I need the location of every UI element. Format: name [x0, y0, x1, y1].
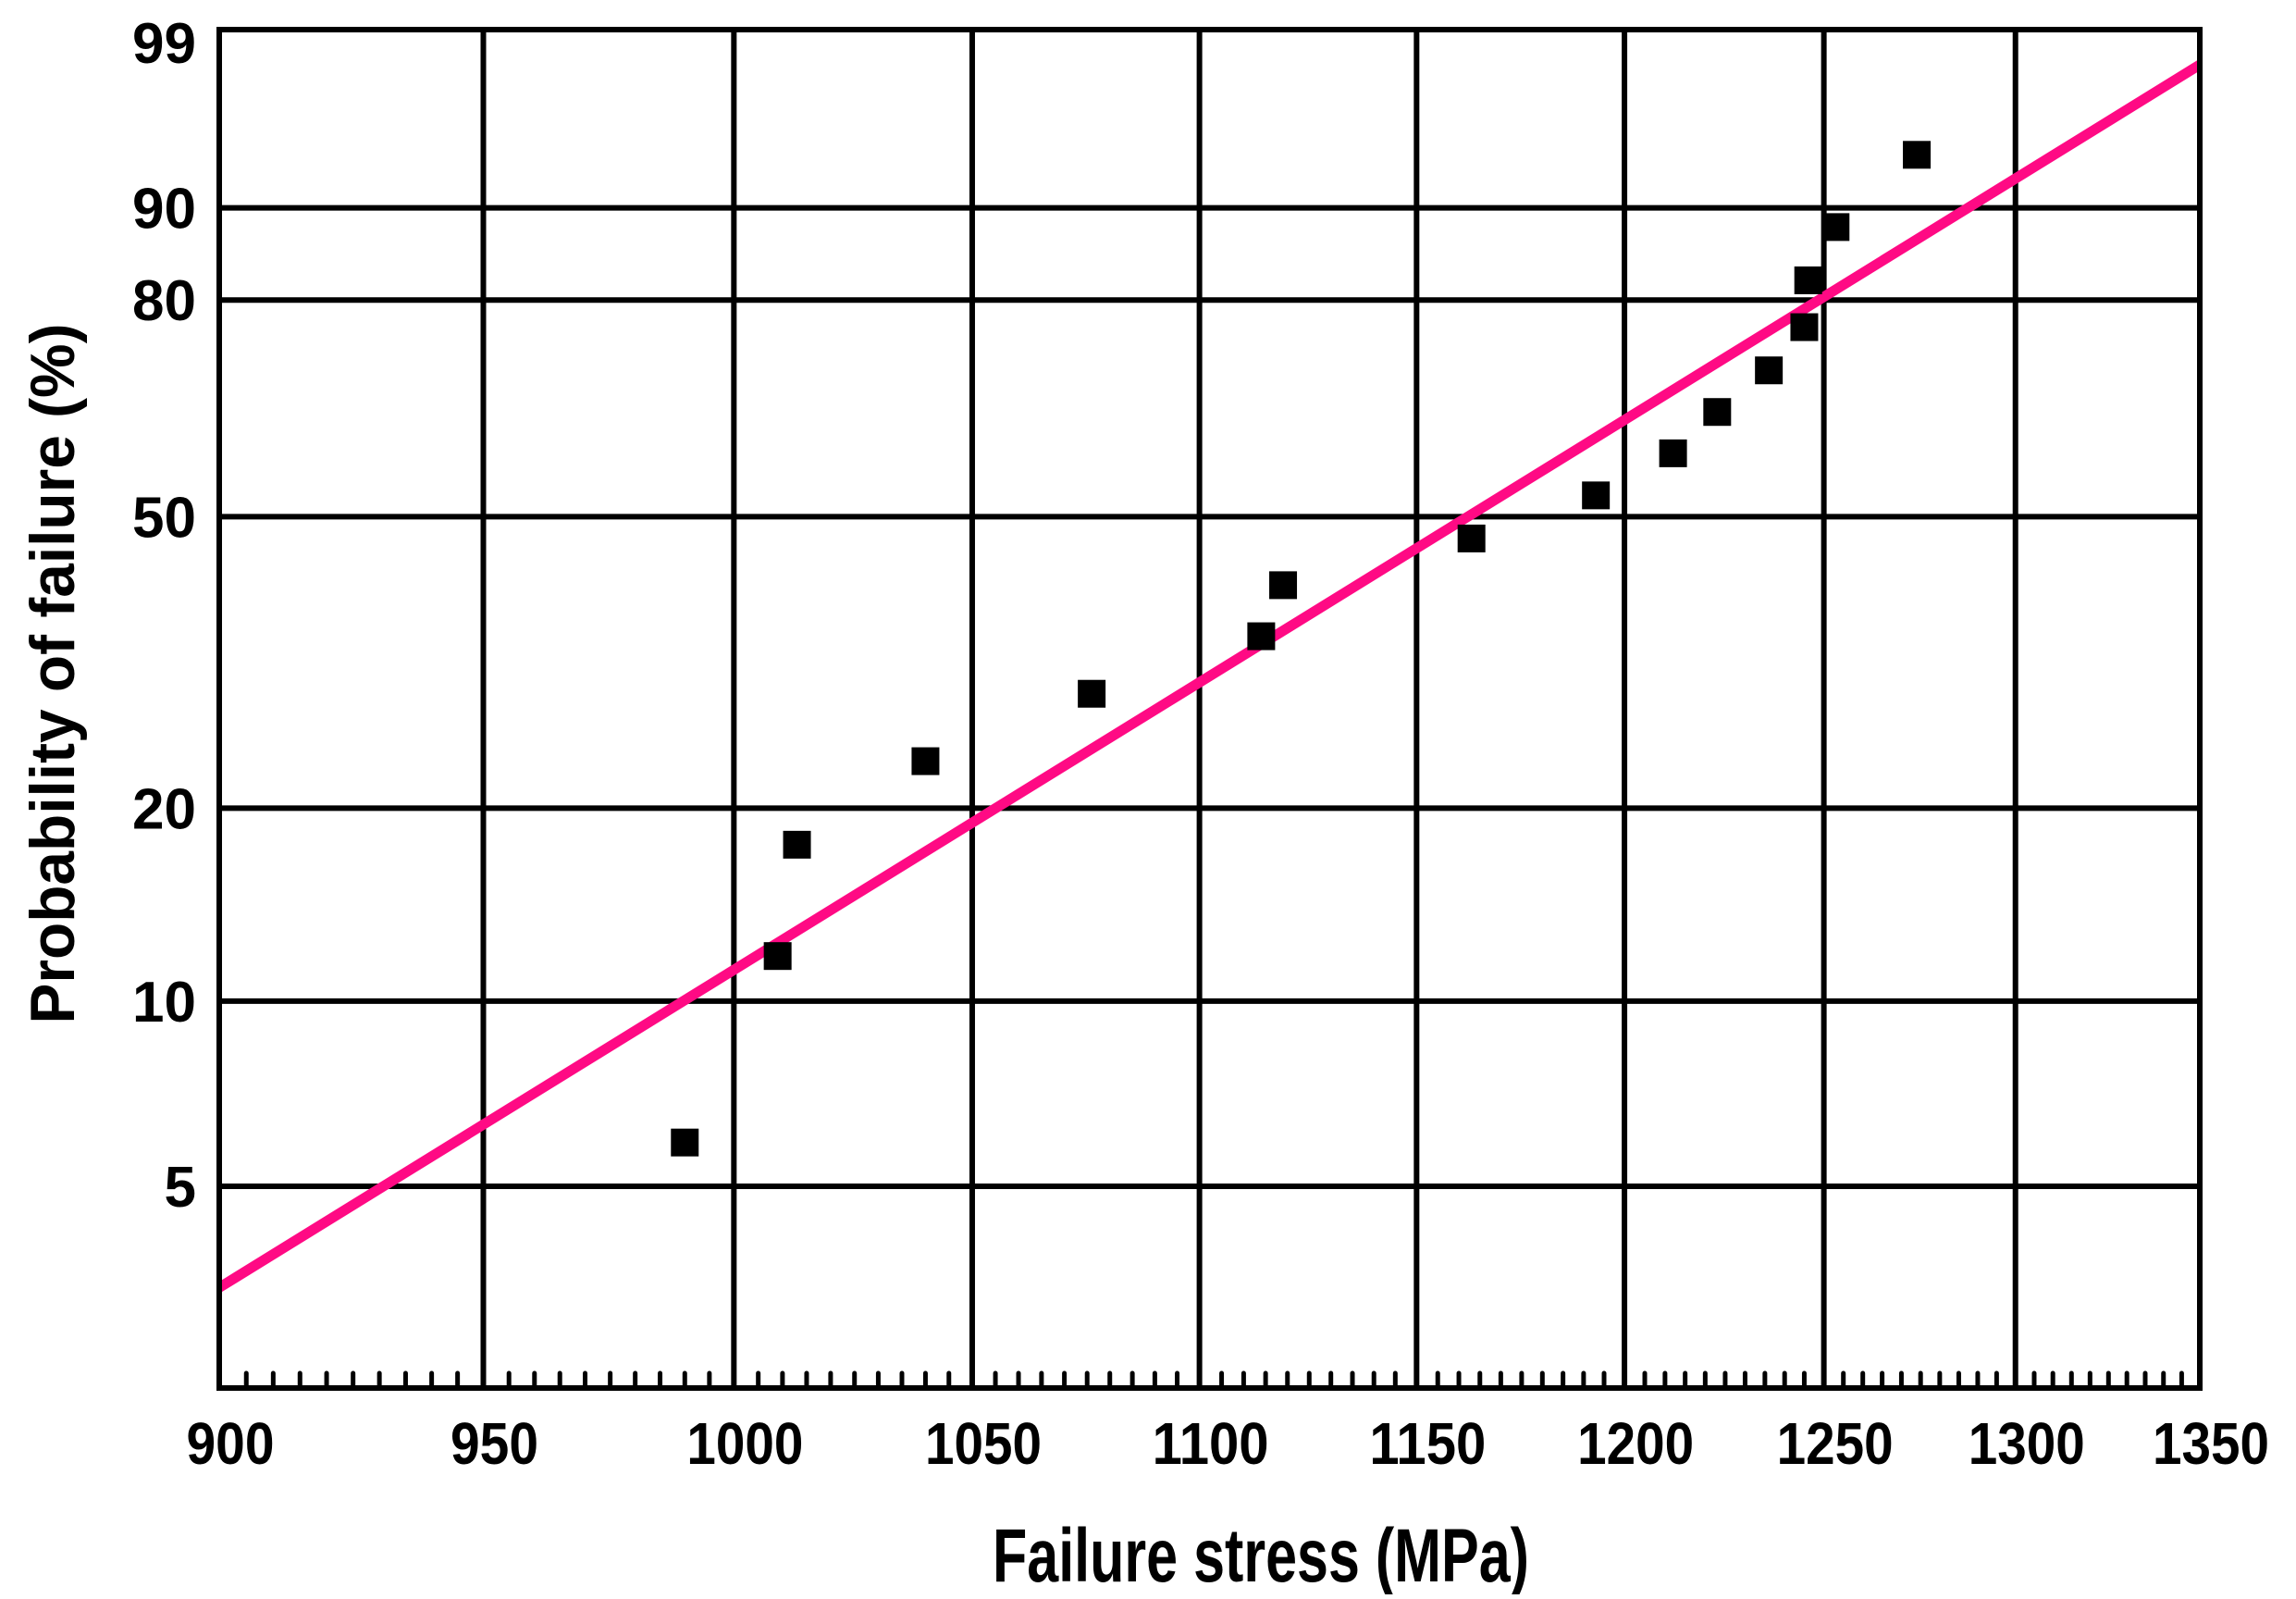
y-tick-label: 5 — [165, 1156, 196, 1220]
data-point-square — [1790, 313, 1819, 341]
x-tick-label: 1150 — [1369, 1410, 1486, 1477]
weibull-fit-line — [216, 60, 2203, 1293]
data-points — [671, 141, 1932, 1157]
data-point-square — [1247, 622, 1276, 651]
data-point-square — [1659, 439, 1687, 467]
y-tick-label: 50 — [132, 486, 196, 550]
data-point-square — [911, 747, 940, 775]
y-tick-label: 80 — [132, 269, 196, 333]
x-axis-title: Failure stress (MPa) — [993, 1514, 1529, 1594]
data-point-square — [1582, 481, 1611, 510]
x-tick-label: 1200 — [1577, 1410, 1694, 1477]
x-tick-label: 1300 — [1969, 1410, 2085, 1477]
data-point-square — [1078, 679, 1106, 708]
x-tick-labels: 900 950 1000 1050 1100 1150 1200 1250 1300 1350 — [187, 1410, 2270, 1477]
y-tick-label: 20 — [132, 777, 196, 841]
x-tick-label: 1250 — [1777, 1410, 1894, 1477]
data-point-square — [1457, 524, 1486, 552]
y-tick-labels: 5 10 20 50 80 90 99 — [132, 12, 196, 1220]
data-point-square — [671, 1128, 699, 1157]
x-tick-label: 1000 — [686, 1410, 803, 1477]
y-tick-label: 10 — [132, 971, 196, 1035]
data-point-square — [763, 942, 792, 971]
y-tick-label: 90 — [132, 178, 196, 242]
plot-area-border — [216, 27, 2203, 1391]
data-point-square — [1755, 356, 1784, 385]
data-point-square — [1794, 266, 1822, 294]
x-tick-label: 950 — [451, 1410, 538, 1477]
data-point-square — [783, 830, 811, 859]
y-axis-title: Probability of failure (%) — [18, 324, 88, 1024]
data-point-square — [1821, 213, 1850, 242]
x-tick-label: 900 — [187, 1410, 275, 1477]
data-point-square — [1703, 398, 1732, 427]
x-tick-label: 1050 — [925, 1410, 1042, 1477]
x-tick-label: 1100 — [1153, 1410, 1269, 1477]
data-point-square — [1903, 141, 1932, 169]
data-point-square — [1269, 571, 1298, 600]
x-tick-label: 1350 — [2153, 1410, 2269, 1477]
fit-line — [216, 60, 2203, 1293]
gridlines — [219, 30, 2200, 1388]
y-tick-label: 99 — [132, 12, 196, 76]
